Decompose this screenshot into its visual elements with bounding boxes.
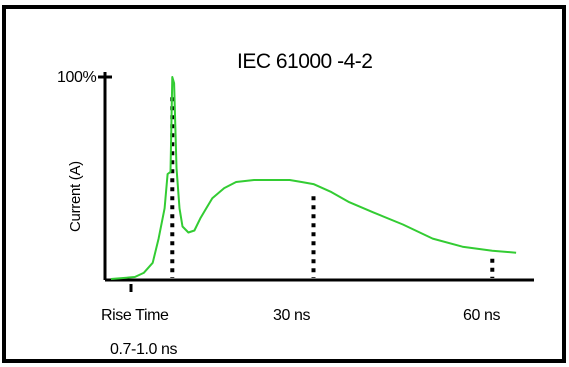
y-tick-label: 100% xyxy=(57,69,96,86)
x-tick-label-rise-time: Rise Time xyxy=(101,307,169,324)
chart-title: IEC 61000 -4-2 xyxy=(237,50,372,73)
y-axis-label: Current (A) xyxy=(67,161,84,232)
x-tick-label-60ns: 60 ns xyxy=(463,307,501,324)
series-line-current xyxy=(110,76,517,280)
chart-frame xyxy=(2,5,566,363)
marker-lines xyxy=(170,97,495,278)
x-tick-sublabel-rise-range: 0.7-1.0 ns xyxy=(110,341,178,358)
x-tick-label-30ns: 30 ns xyxy=(273,307,311,324)
